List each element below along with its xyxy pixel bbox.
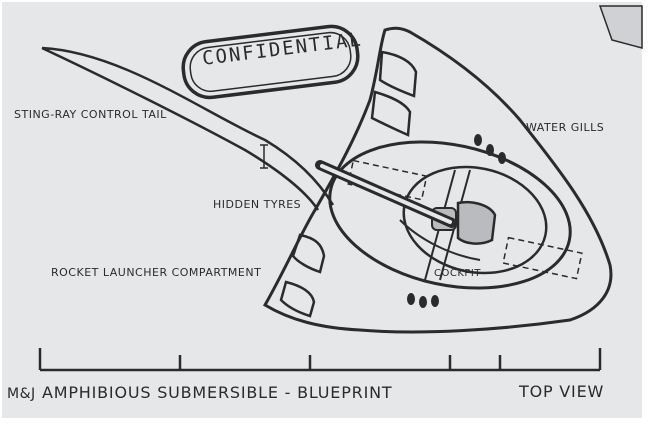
water-gill-dot <box>431 295 439 307</box>
label-rocket-launcher: ROCKET LAUNCHER COMPARTMENT <box>51 266 262 279</box>
label-cockpit: COCKPIT <box>434 268 481 279</box>
sting-ray-tail <box>41 46 335 211</box>
text-cursor-icon <box>260 144 268 169</box>
footer-title: AMPHIBIOUS SUBMERSIBLE - BLUEPRINT <box>42 383 393 402</box>
hidden-compartment <box>347 159 428 201</box>
confidential-stamp-border <box>181 24 360 100</box>
scale-ticks <box>38 348 602 370</box>
label-hidden-tyres: HIDDEN TYRES <box>213 198 302 211</box>
water-gill-dot <box>407 293 415 305</box>
water-gill-dot <box>419 296 427 308</box>
page-corner-fold <box>598 5 643 49</box>
confidential-stamp-inner-border <box>189 31 352 93</box>
footer-view: TOP VIEW <box>519 382 605 401</box>
label-water-gills: WATER GILLS <box>526 121 605 134</box>
rocket-compartment-panel <box>291 233 326 274</box>
wing-panel <box>370 90 412 137</box>
hull-body <box>328 140 572 290</box>
paper-background <box>2 2 642 418</box>
canopy-seam <box>399 219 481 261</box>
wing-panel <box>378 50 418 98</box>
cockpit-seat <box>456 200 497 245</box>
footer-brand: M&J <box>7 386 36 402</box>
label-sting-ray-tail: STING-RAY CONTROL TAIL <box>14 108 167 121</box>
water-gill-dot <box>474 134 482 146</box>
rocket-compartment-panel <box>279 280 316 318</box>
